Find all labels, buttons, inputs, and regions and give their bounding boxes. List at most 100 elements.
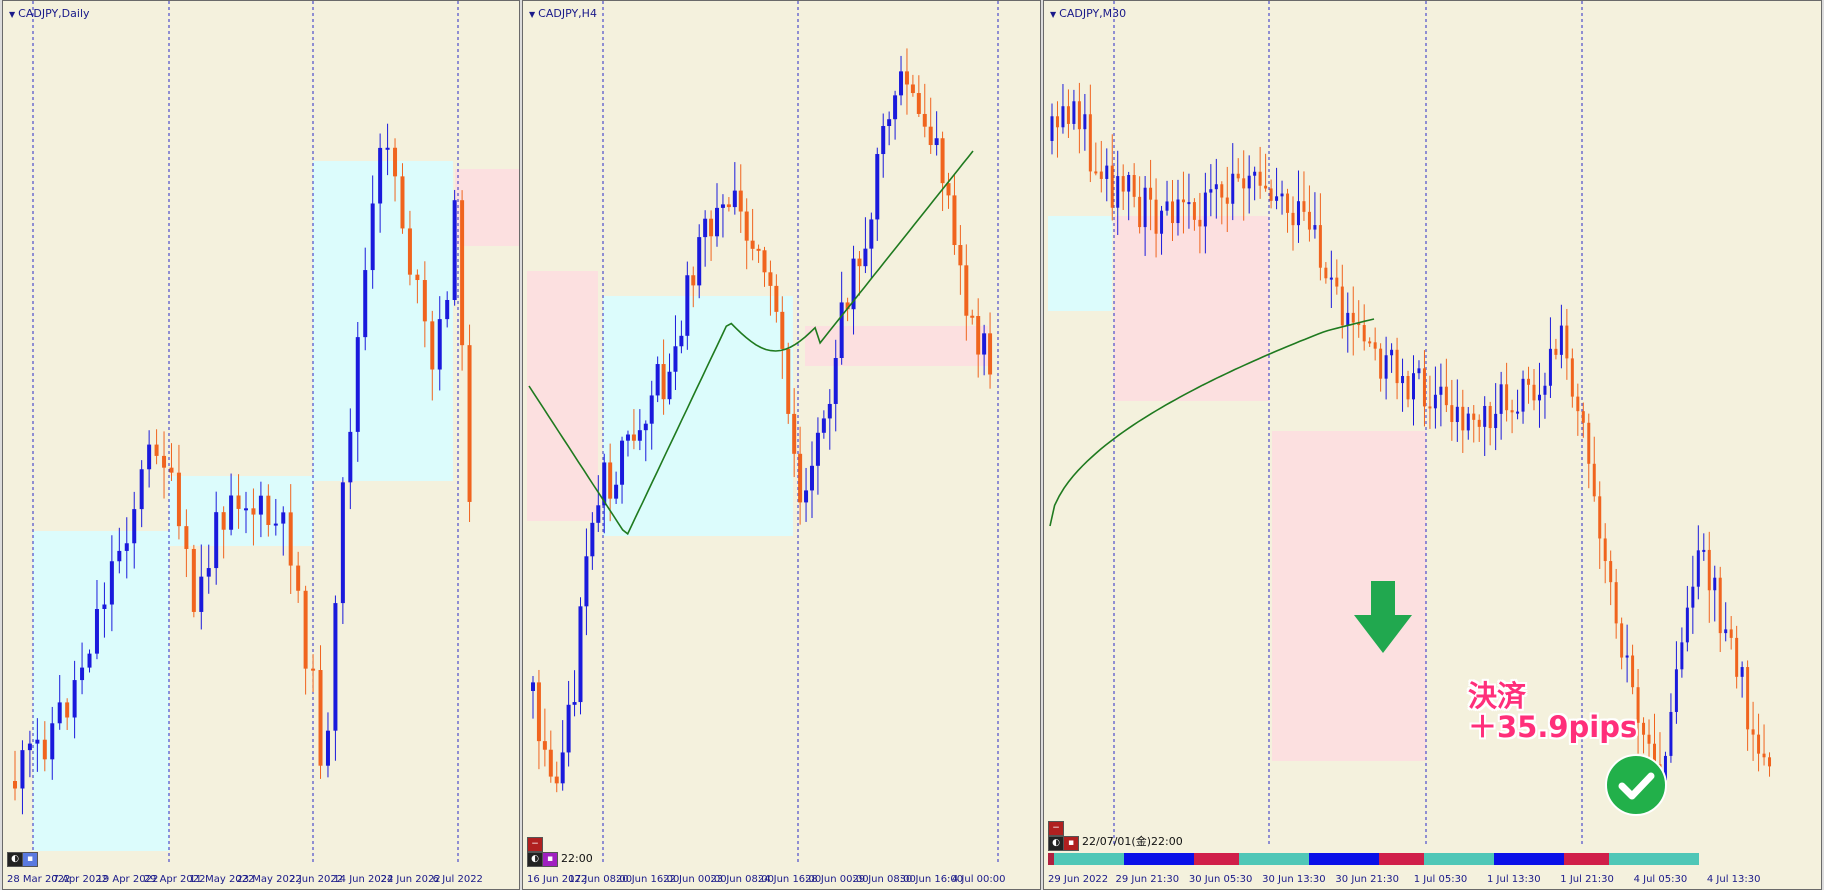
chart-mode-icon[interactable]: ◐: [527, 852, 543, 867]
chart-mode-icon[interactable]: ◐: [1048, 836, 1064, 851]
candle-body-71: [952, 195, 957, 246]
candle-body-100: [1598, 496, 1602, 539]
candle-body-60: [460, 200, 465, 346]
candle-body-40: [311, 668, 316, 671]
candle-body-66: [1412, 373, 1415, 400]
candle-body-48: [1313, 225, 1317, 230]
candle-body-23: [1176, 199, 1180, 224]
close-position-icon[interactable]: −: [527, 837, 543, 852]
candle-body-6: [57, 702, 62, 724]
candle-body-43: [786, 348, 791, 414]
candle-body-101: [1603, 538, 1607, 562]
candle-body-68: [934, 138, 939, 146]
candle-body-128: [1751, 729, 1755, 735]
chart-settings-icon[interactable]: ▪: [542, 852, 558, 867]
candle-body-49: [1318, 225, 1322, 268]
candle-body-131: [1768, 757, 1772, 767]
session-segment-0: [1048, 853, 1054, 865]
candle-body-97: [1581, 411, 1585, 423]
candle-body-36: [1247, 175, 1251, 189]
x-axis-tick-label: 28 Mar 2022: [7, 874, 71, 885]
candle-body-22: [661, 364, 666, 400]
moving-average-line: [528, 150, 974, 536]
candle-body-38: [1258, 171, 1262, 186]
collapse-triangle-icon[interactable]: ▼: [9, 10, 16, 19]
candle-body-121: [1713, 577, 1717, 591]
chart-settings-icon[interactable]: ▪: [1063, 836, 1079, 851]
candle-body-5: [1077, 101, 1081, 130]
chart-panel-h4[interactable]: ▼ CADJPY,H4 − ◐ ▪ 22:00 16 Jun 2022 17 Jun…: [522, 0, 1041, 890]
candle-body-47: [809, 465, 814, 491]
candle-body-43: [333, 603, 338, 731]
candle-body-19: [643, 423, 648, 431]
candle-body-79: [1483, 405, 1487, 427]
candle-body-31: [244, 508, 248, 511]
chart-panel-m30[interactable]: ▼ CADJPY,M30 − ◐ ▪ 22/07/01(金)22:00 29 Ju…: [1043, 0, 1822, 890]
candle-body-37: [1253, 171, 1257, 176]
collapse-triangle-icon[interactable]: ▼: [529, 10, 536, 19]
close-position-icon[interactable]: −: [1048, 821, 1064, 836]
candle-body-34: [1236, 173, 1240, 179]
candle-body-22: [1171, 201, 1174, 224]
candle-body-25: [1187, 202, 1191, 205]
candle-body-21: [169, 467, 174, 473]
candle-body-57: [437, 319, 442, 370]
candle-body-30: [709, 218, 714, 237]
candle-body-15: [1132, 174, 1136, 197]
candle-body-109: [1647, 734, 1651, 744]
candle-body-37: [288, 512, 293, 566]
candle-body-42: [780, 311, 785, 349]
candle-body-24: [191, 548, 196, 612]
candle-body-18: [1149, 187, 1153, 200]
candle-body-75: [1461, 406, 1465, 431]
candle-body-53: [1340, 286, 1344, 326]
candle-body-47: [1307, 211, 1311, 230]
candle-body-10: [590, 522, 595, 557]
candle-body-58: [1368, 341, 1372, 344]
x-axis-tick-label: 11 May 2022: [189, 874, 255, 885]
candle-body-60: [887, 119, 892, 127]
candle-body-1: [20, 750, 25, 789]
candle-body-53: [407, 228, 412, 275]
candle-body-26: [1192, 202, 1196, 220]
candle-body-54: [851, 258, 856, 310]
session-segment-1: [1054, 853, 1124, 865]
check-icon: [1605, 754, 1667, 816]
chart-settings-icon[interactable]: ▪: [22, 852, 38, 867]
chart-mode-icon[interactable]: ◐: [7, 852, 23, 867]
candle-body-23: [184, 526, 189, 549]
candle-body-16: [625, 434, 630, 441]
candle-body-12: [102, 604, 107, 609]
candle-body-61: [1384, 355, 1388, 379]
candle-body-29: [703, 218, 708, 238]
candle-body-69: [940, 138, 945, 184]
candle-body-59: [452, 200, 457, 300]
candle-body-95: [1570, 358, 1574, 397]
candle-body-72: [958, 245, 963, 266]
session-segment-9: [1564, 853, 1609, 865]
x-axis: 29 Jun 2022 29 Jun 21:30 30 Jun 05:30 30 Ju…: [1044, 867, 1821, 889]
candle-body-35: [1242, 178, 1246, 189]
x-axis-tick-label: 19 Apr 2022: [96, 874, 159, 885]
supply-zone-1: [1114, 216, 1269, 401]
collapse-triangle-icon[interactable]: ▼: [1050, 10, 1057, 19]
candle-body-130: [1762, 753, 1766, 758]
candle-body-36: [744, 211, 749, 241]
candle-body-125: [1735, 637, 1739, 677]
candle-body-39: [762, 250, 767, 273]
chart-panel-daily[interactable]: ▼ CADJPY,Daily ◐ ▪ 28 Mar 2022 7 Apr 2022 1…: [2, 0, 520, 890]
supply-zone-2: [1272, 431, 1426, 761]
candle-body-86: [1521, 378, 1525, 412]
candle-body-15: [620, 440, 625, 485]
candle-body-69: [1428, 406, 1432, 409]
x-axis-tick-label: 17 Jun 08:00: [568, 874, 633, 885]
session-segment-3: [1194, 853, 1239, 865]
candle-body-127: [1746, 667, 1750, 730]
candle-body-76: [1466, 413, 1470, 431]
candle-body-3: [35, 739, 40, 744]
candle-body-16: [1138, 196, 1142, 228]
session-segment-7: [1424, 853, 1494, 865]
candle-body-6: [566, 704, 571, 753]
candle-body-52: [839, 302, 844, 359]
candle-body-9: [584, 556, 589, 607]
